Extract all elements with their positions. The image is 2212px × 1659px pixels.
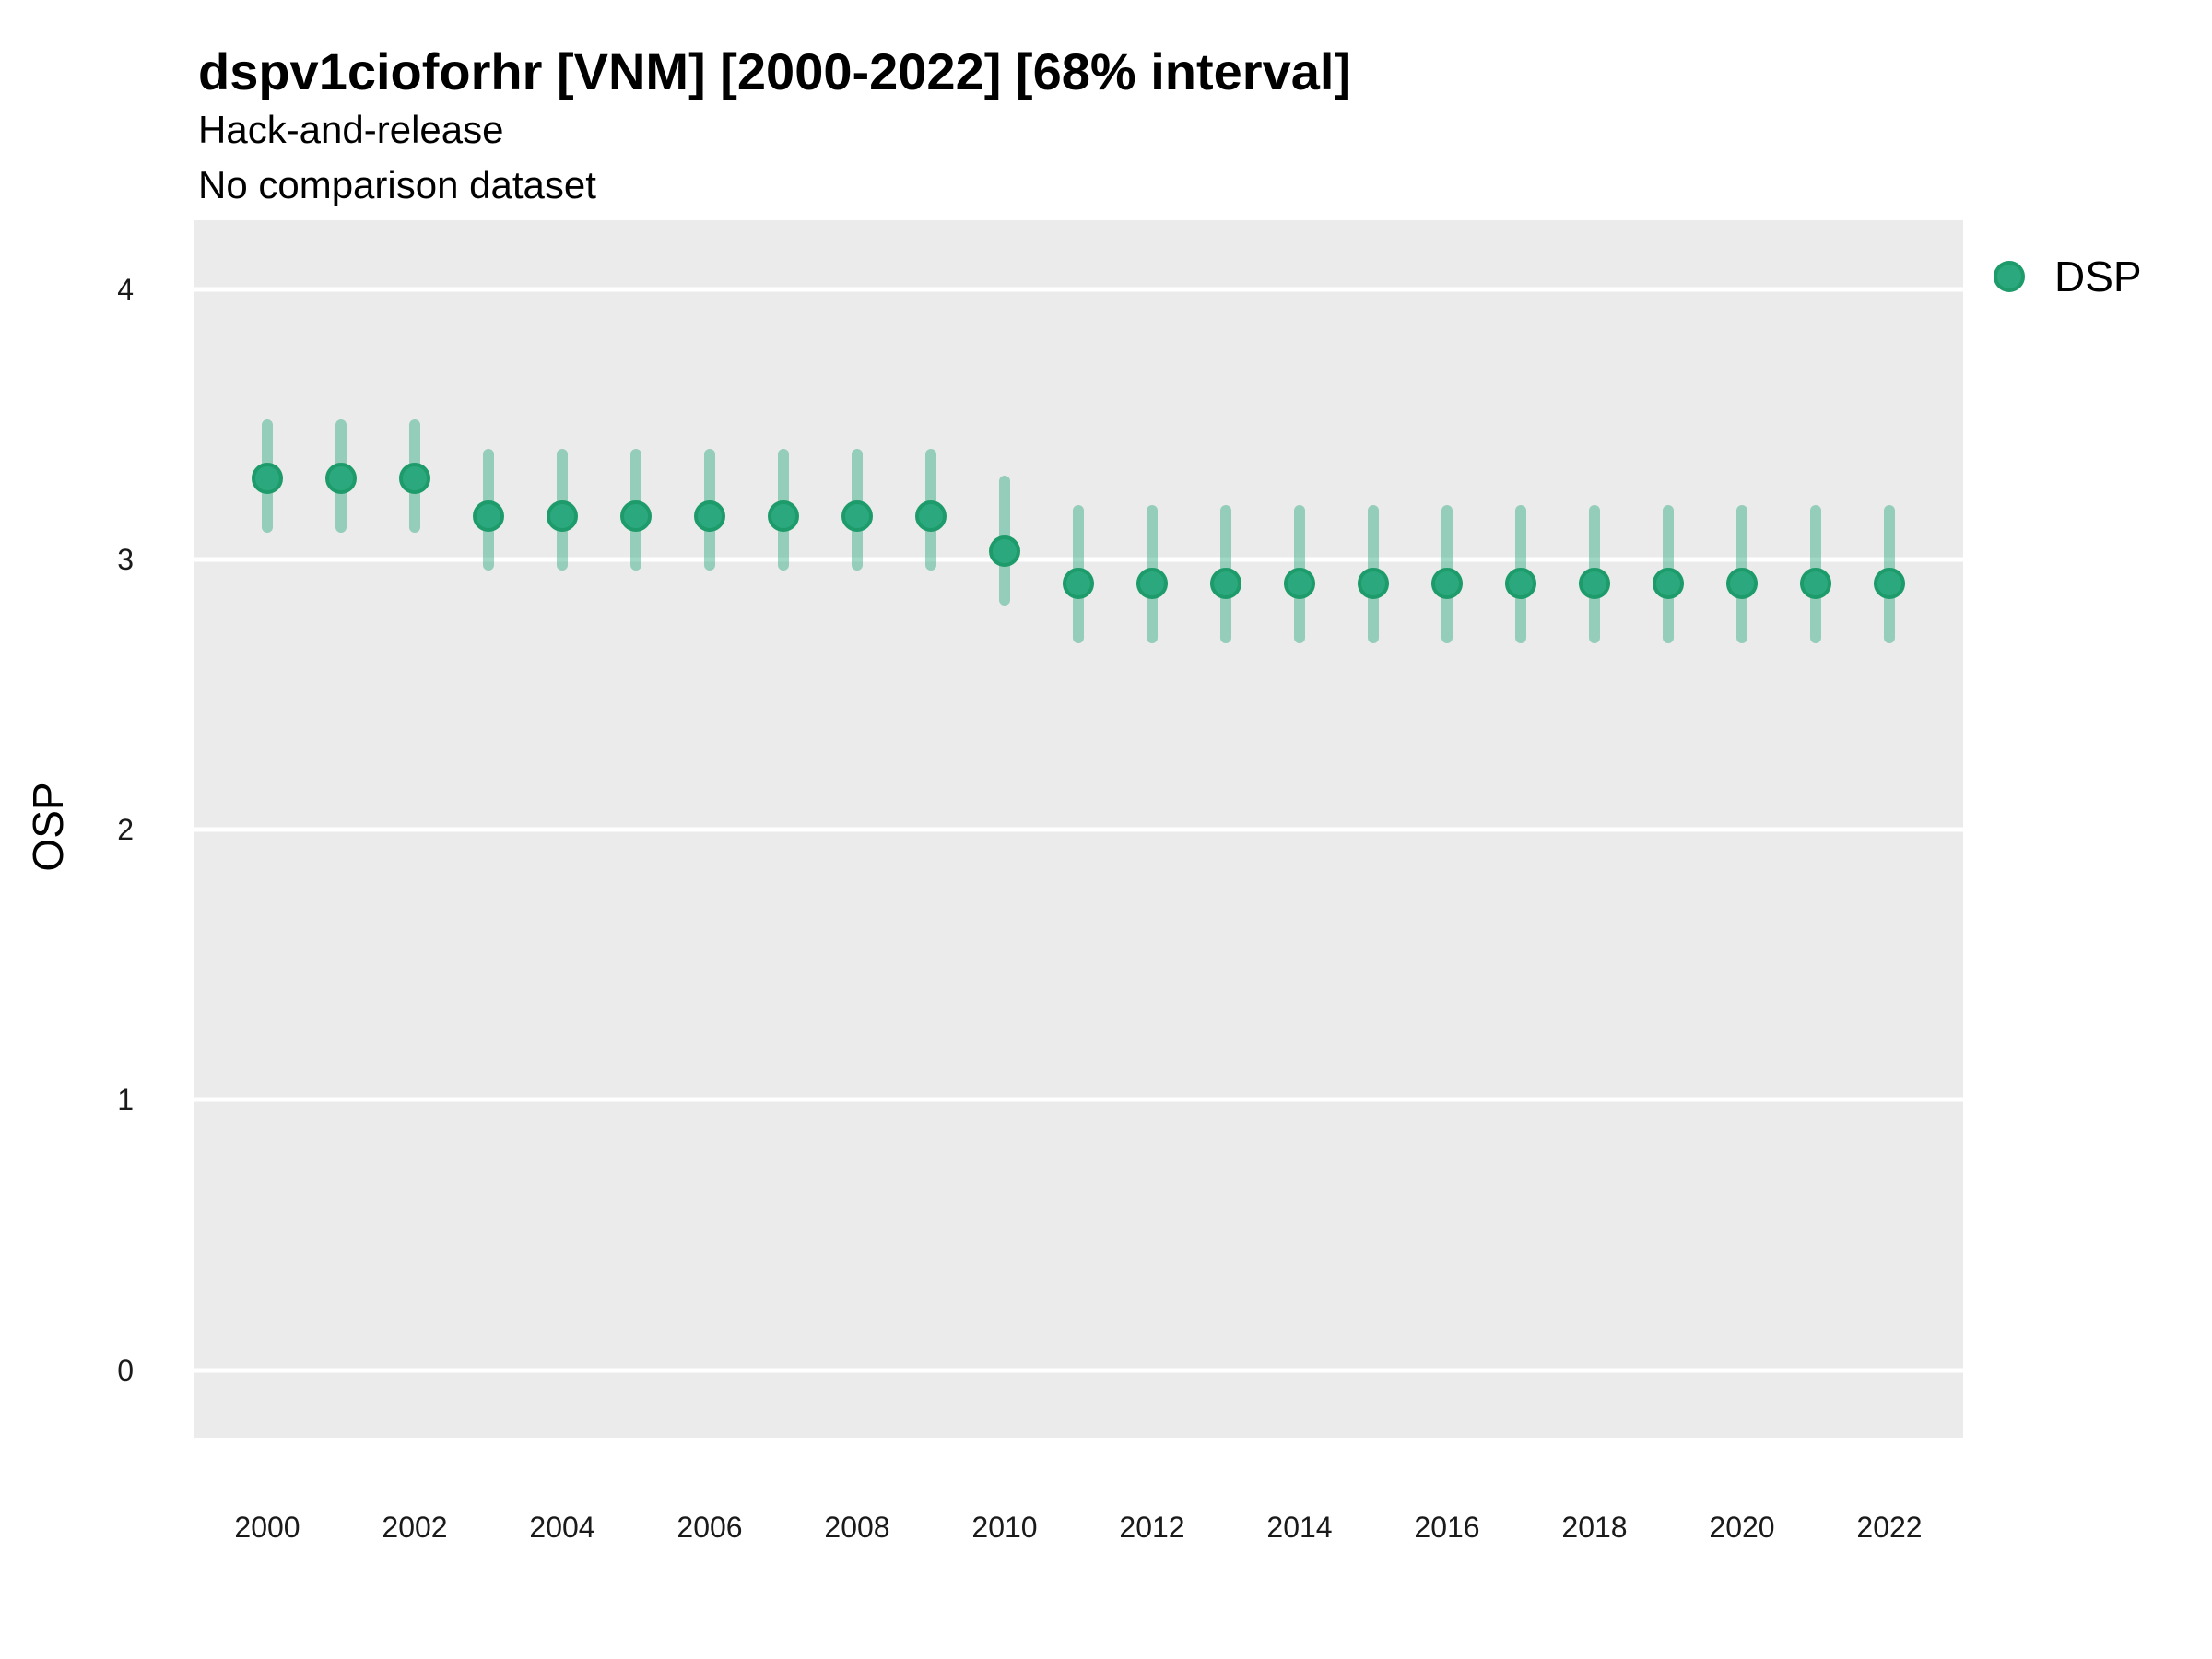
x-tick-label-2004: 2004: [529, 1511, 595, 1544]
chart-subtitle-line2: No comparison dataset: [198, 163, 596, 206]
data-point-2013: [1210, 568, 1241, 600]
data-point-2012: [1136, 568, 1168, 600]
chart-title: dspv1cioforhr [VNM] [2000-2022] [68% int…: [198, 42, 1352, 100]
legend: DSP: [1994, 249, 2142, 304]
data-point-2021: [1800, 568, 1831, 600]
data-point-2014: [1284, 568, 1315, 600]
data-point-2017: [1505, 568, 1536, 600]
gridline-y-0: [194, 1368, 1963, 1373]
data-point-2009: [915, 500, 947, 533]
data-point-2007: [768, 500, 799, 533]
gridline-y-1: [194, 1097, 1963, 1102]
data-point-2016: [1431, 568, 1463, 600]
x-tick-label-2006: 2006: [677, 1511, 743, 1544]
x-tick-label-2016: 2016: [1414, 1511, 1480, 1544]
x-tick-label-2018: 2018: [1561, 1511, 1628, 1544]
gridline-y-2: [194, 827, 1963, 832]
x-tick-label-2012: 2012: [1119, 1511, 1185, 1544]
y-tick-label-1: 1: [117, 1083, 134, 1117]
x-tick-label-2014: 2014: [1266, 1511, 1333, 1544]
data-point-2022: [1874, 568, 1905, 600]
data-point-2008: [841, 500, 873, 533]
gridline-y-3: [194, 557, 1963, 562]
data-point-2003: [473, 500, 504, 533]
data-point-2005: [620, 500, 652, 533]
y-tick-label-3: 3: [117, 543, 134, 576]
data-point-2006: [694, 500, 725, 533]
y-tick-label-2: 2: [117, 813, 134, 847]
data-point-2015: [1358, 568, 1389, 600]
legend-label: DSP: [2054, 253, 2142, 300]
chart-subtitle-line1: Hack-and-release: [198, 108, 504, 151]
x-tick-label-2010: 2010: [971, 1511, 1038, 1544]
data-point-2020: [1726, 568, 1758, 600]
x-tick-label-2020: 2020: [1709, 1511, 1775, 1544]
x-tick-label-2002: 2002: [382, 1511, 448, 1544]
data-point-2010: [989, 535, 1020, 568]
y-tick-label-4: 4: [117, 272, 134, 306]
data-point-2000: [252, 463, 283, 495]
plot-panel: [194, 220, 1963, 1438]
gridline-y-4: [194, 287, 1963, 292]
data-point-2018: [1579, 568, 1610, 600]
data-point-2011: [1063, 568, 1094, 600]
x-tick-label-2008: 2008: [824, 1511, 890, 1544]
data-point-2002: [399, 463, 430, 495]
x-tick-label-2000: 2000: [234, 1511, 300, 1544]
legend-marker-icon: [1994, 261, 2025, 292]
data-point-2001: [325, 463, 357, 495]
data-point-2004: [547, 500, 578, 533]
x-tick-label-2022: 2022: [1856, 1511, 1923, 1544]
data-point-2019: [1653, 568, 1684, 600]
y-tick-label-0: 0: [117, 1353, 134, 1387]
